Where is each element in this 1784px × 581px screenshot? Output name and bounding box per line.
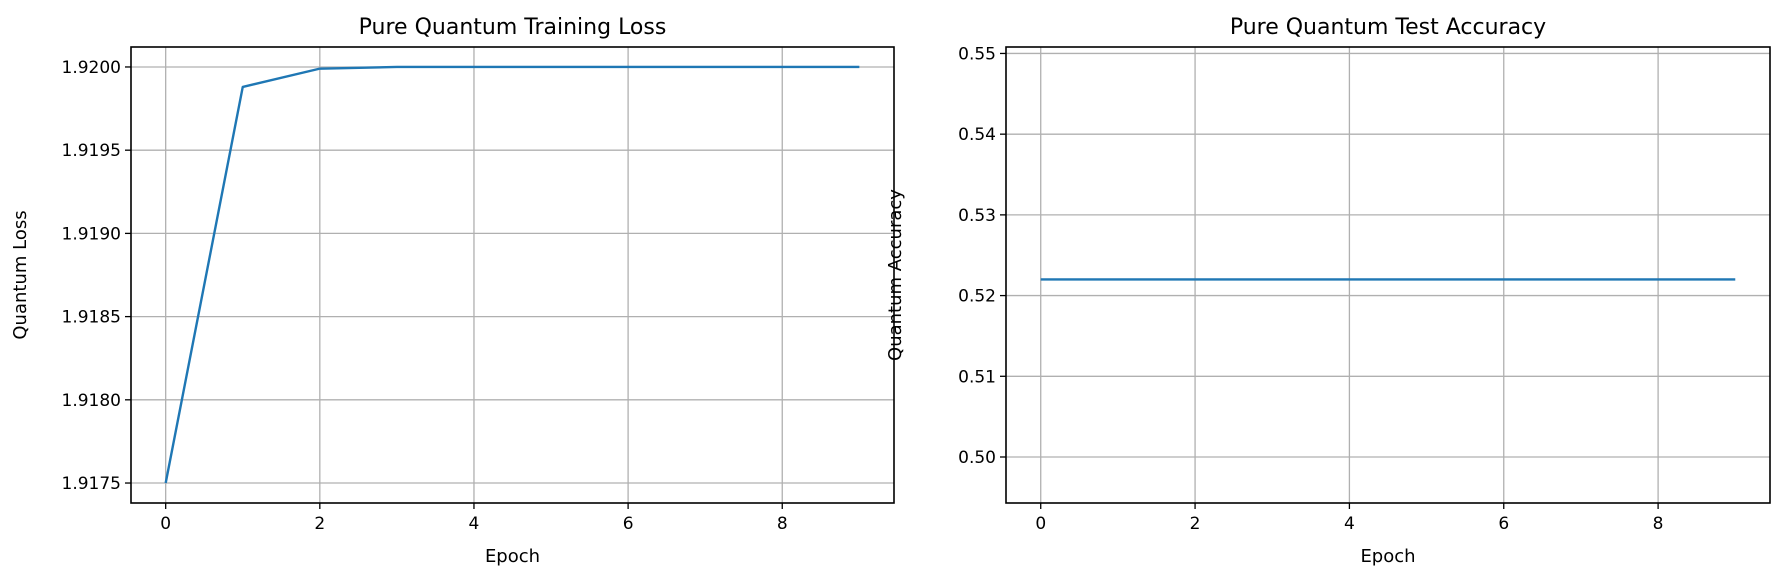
x-tick-label: 8 (1653, 514, 1664, 534)
chart-title: Pure Quantum Test Accuracy (1230, 15, 1546, 40)
y-tick-label: 1.9180 (62, 391, 121, 411)
axes-frame (1005, 46, 1771, 504)
y-tick-label: 0.50 (958, 448, 996, 468)
ticks-group: 0 2 4 6 8 0.50 0.51 0.52 0.53 0.54 0.55 (958, 44, 1663, 534)
series-group (164, 65, 860, 484)
y-tick-label: 1.9195 (62, 141, 121, 161)
grid-lines (1006, 47, 1770, 503)
y-tick-label: 0.51 (958, 367, 996, 387)
chart-title: Pure Quantum Training Loss (359, 15, 667, 40)
y-tick-label: 1.9185 (62, 308, 121, 328)
x-tick-label: 4 (469, 514, 480, 534)
y-tick-label: 1.9190 (62, 224, 121, 244)
x-tick-label: 2 (1190, 514, 1201, 534)
x-tick-label: 8 (777, 514, 788, 534)
y-tick-label: 1.9175 (62, 474, 121, 494)
x-tick-label: 6 (623, 514, 634, 534)
axes-frame (130, 46, 895, 504)
x-tick-label: 4 (1344, 514, 1355, 534)
y-tick-label: 0.55 (958, 44, 996, 64)
y-axis-label: Quantum Loss (10, 210, 31, 339)
x-tick-label: 6 (1498, 514, 1509, 534)
test-accuracy-chart: 0 2 4 6 8 0.50 0.51 0.52 0.53 0.54 0.55 Pure Quant… (885, 15, 1771, 567)
x-axis-label: Epoch (1360, 546, 1415, 567)
grid-lines (131, 47, 894, 503)
x-axis-label: Epoch (485, 546, 540, 567)
y-tick-label: 0.53 (958, 206, 996, 226)
series-line (164, 65, 860, 484)
x-tick-label: 0 (1035, 514, 1046, 534)
x-tick-label: 0 (160, 514, 171, 534)
ticks-group: 0 2 4 6 8 1.9175 1.9180 1.9185 1.9190 1.9195 1.920… (62, 58, 788, 534)
y-axis-label: Quantum Accuracy (885, 189, 906, 361)
y-tick-label: 0.54 (958, 125, 996, 145)
y-tick-label: 1.9200 (62, 58, 121, 78)
training-loss-chart: 0 2 4 6 8 1.9175 1.9180 1.9185 1.9190 1.9195 1.920… (10, 15, 895, 567)
y-tick-label: 0.52 (958, 287, 996, 307)
x-tick-label: 2 (314, 514, 325, 534)
